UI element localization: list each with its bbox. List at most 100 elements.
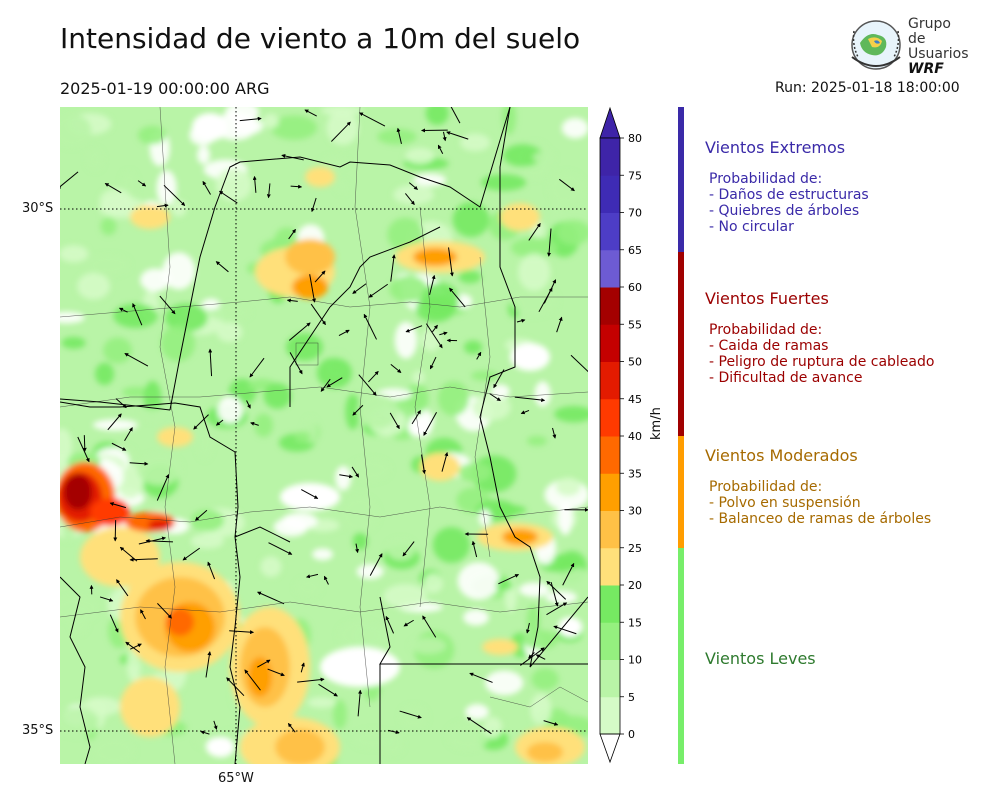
- field-blob: [281, 512, 318, 530]
- wind-arrow: [257, 659, 271, 668]
- wind-arrow: [268, 542, 293, 555]
- legend-line: - Caida de ramas: [709, 338, 829, 354]
- wind-arrow: [476, 351, 482, 360]
- field-blob: [140, 407, 166, 422]
- field-calm: [192, 113, 228, 141]
- wind-arrow: [300, 662, 305, 673]
- wind-arrow: [140, 609, 146, 620]
- wind-arrow: [368, 283, 389, 298]
- wind-arrow: [358, 112, 386, 127]
- legend-line: - Balanceo de ramas de árboles: [709, 511, 932, 527]
- colorbar-tick-label: 45: [628, 393, 642, 406]
- legend-bar-leves: [678, 548, 684, 764]
- field-blob: [510, 237, 558, 259]
- field-blob: [502, 107, 517, 135]
- field-blob: [215, 168, 252, 202]
- wind-arrow: [314, 270, 326, 283]
- wind-arrow: [385, 615, 395, 634]
- wind-arrow: [208, 348, 213, 377]
- field-blob: [458, 462, 491, 482]
- field-blob: [312, 548, 334, 561]
- wind-arrow: [520, 409, 530, 415]
- field-blob: [140, 268, 171, 292]
- field-blob: [558, 502, 573, 536]
- wind-arrows: [60, 107, 588, 735]
- wind-arrow: [489, 393, 501, 402]
- legend-line: Probabilidad de:: [709, 479, 823, 495]
- field-patch: [482, 639, 518, 655]
- wind-arrow: [442, 131, 447, 142]
- legend-line: - Quiebres de árboles: [709, 203, 860, 219]
- wind-arrow: [411, 409, 421, 425]
- field-blob: [471, 370, 499, 381]
- field-blob: [447, 721, 490, 750]
- wind-arrow: [124, 353, 149, 367]
- field-calm: [206, 737, 234, 757]
- wind-arrow: [422, 615, 437, 638]
- wind-arrow: [266, 183, 271, 199]
- wrf-logo: Grupo de Usuarios WRF: [848, 17, 969, 77]
- field-blob: [254, 413, 274, 438]
- field-blob: [316, 357, 353, 389]
- field-blob: [405, 147, 435, 165]
- wind-arrow: [389, 412, 400, 430]
- field-blob: [307, 697, 337, 708]
- wind-arrow: [570, 354, 588, 373]
- wind-arrow: [431, 324, 438, 333]
- legend-title: Vientos Leves: [705, 649, 816, 668]
- field-blob: [340, 496, 379, 533]
- field-blob: [357, 393, 399, 429]
- field-blob: [550, 200, 563, 221]
- legend-group-extremos: Vientos Extremos Probabilidad de: - Daño…: [705, 138, 869, 235]
- field-blob: [478, 509, 491, 527]
- legend-bar-extremos: [678, 107, 684, 252]
- legend-line: Probabilidad de:: [709, 322, 823, 338]
- wind-arrow: [156, 473, 170, 501]
- wind-arrow: [226, 677, 245, 697]
- wind-arrow: [338, 329, 350, 336]
- lat-label-30: 30°S: [22, 201, 54, 216]
- field-blob: [270, 115, 318, 140]
- field-blob: [162, 252, 196, 290]
- field-blob: [136, 453, 182, 486]
- wind-arrow: [396, 127, 402, 145]
- wind-arrow: [252, 175, 257, 193]
- wind-arrow: [305, 573, 319, 579]
- field-blob: [377, 128, 417, 145]
- wind-arrow: [99, 596, 114, 602]
- wind-arrow: [471, 540, 478, 558]
- field-blob: [216, 322, 243, 343]
- field-blob: [262, 113, 279, 129]
- wind-arrow: [194, 509, 208, 521]
- wind-arrow: [297, 677, 325, 683]
- run-time: Run: 2025-01-18 18:00:00: [775, 80, 960, 96]
- field-blob: [485, 670, 524, 696]
- field-blob: [260, 556, 282, 578]
- colorbar-tick-label: 30: [628, 505, 642, 518]
- wind-arrow: [318, 683, 338, 697]
- wind-arrow: [301, 489, 319, 499]
- field-blob: [116, 463, 144, 499]
- legend-bar-moderados: [678, 436, 684, 548]
- field-blob: [335, 465, 351, 491]
- wind-arrow: [286, 298, 298, 303]
- colorbar-segment: [600, 473, 620, 511]
- wind-arrow: [193, 414, 209, 430]
- wind-arrow: [351, 466, 360, 478]
- wind-arrow: [493, 369, 505, 389]
- wind-arrow: [304, 109, 317, 117]
- wind-arrow: [543, 279, 557, 304]
- wind-arrow: [403, 619, 414, 627]
- wind-arrow: [368, 370, 379, 383]
- legend-title: Vientos Extremos: [705, 138, 846, 157]
- field-blob: [356, 624, 390, 647]
- colorbar-segment: [600, 398, 620, 437]
- field-blob: [294, 431, 311, 443]
- field-blob: [460, 133, 491, 152]
- wind-arrow: [218, 190, 238, 204]
- wind-arrow: [60, 171, 79, 190]
- colorbar-tick-label: 0: [628, 728, 635, 741]
- wind-arrow: [182, 547, 200, 561]
- wind-arrow: [310, 197, 317, 213]
- wind-arrow: [357, 689, 363, 717]
